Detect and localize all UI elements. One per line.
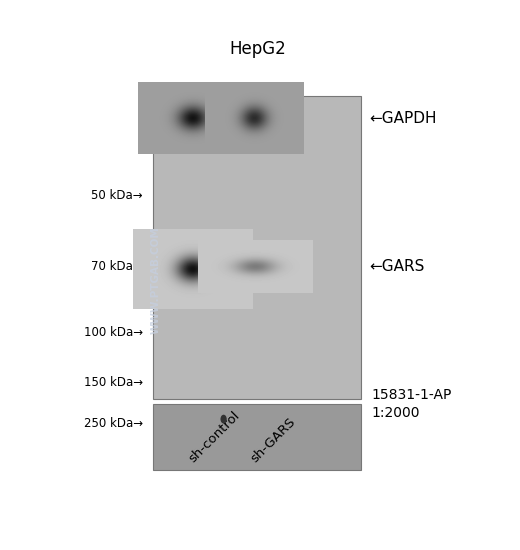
Ellipse shape (220, 415, 227, 424)
Text: WWW.PTGAB.COM: WWW.PTGAB.COM (151, 227, 161, 334)
Text: 70 kDa→: 70 kDa→ (91, 260, 143, 273)
Text: ←GAPDH: ←GAPDH (369, 111, 437, 126)
Text: HepG2: HepG2 (229, 41, 286, 58)
Text: sh-control: sh-control (186, 409, 242, 465)
Text: 100 kDa→: 100 kDa→ (84, 326, 143, 339)
Text: 250 kDa→: 250 kDa→ (84, 417, 143, 430)
Text: 150 kDa→: 150 kDa→ (84, 376, 143, 389)
Text: sh-GARS: sh-GARS (248, 415, 298, 465)
Bar (153, 404, 361, 470)
Text: 50 kDa→: 50 kDa→ (92, 189, 143, 202)
Text: 15831-1-AP
1:2000: 15831-1-AP 1:2000 (372, 388, 452, 420)
Text: ←GARS: ←GARS (369, 259, 424, 274)
Bar (153, 96, 361, 399)
